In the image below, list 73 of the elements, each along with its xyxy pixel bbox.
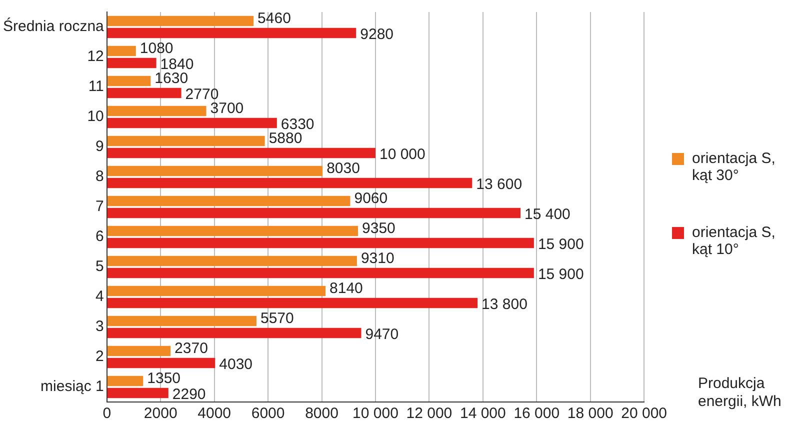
y-tick-label: 2 <box>96 348 104 366</box>
bar <box>107 46 136 56</box>
x-tick-label: 20 000 <box>621 405 668 422</box>
bar <box>107 58 156 68</box>
data-label: 9310 <box>360 250 394 268</box>
data-label: 4030 <box>219 356 253 374</box>
y-tick-label: 6 <box>96 228 104 246</box>
bar <box>107 316 256 326</box>
bar <box>107 196 350 206</box>
bar <box>107 388 168 398</box>
data-label: 5570 <box>260 310 294 328</box>
data-label: 5460 <box>258 10 291 28</box>
x-tick-label: 4000 <box>198 405 232 422</box>
bar <box>107 358 216 368</box>
data-label: 2370 <box>174 340 208 358</box>
data-label: 1350 <box>147 370 181 388</box>
y-tick-label: 10 <box>87 108 104 126</box>
bar <box>107 328 362 338</box>
bar <box>107 16 254 26</box>
data-label: 8030 <box>326 160 360 178</box>
data-label: 15 400 <box>524 206 570 224</box>
bar <box>107 208 521 218</box>
bar <box>107 88 182 98</box>
data-label: 9280 <box>360 26 394 44</box>
x-tick-label: 0 <box>102 405 112 422</box>
y-tick-label: 7 <box>96 198 104 216</box>
data-label: 1080 <box>140 40 174 58</box>
y-tick-label: 5 <box>96 258 104 276</box>
x-tick-label: 8000 <box>305 405 338 422</box>
data-label: 9470 <box>365 326 399 344</box>
bar <box>107 346 171 356</box>
bar <box>107 76 151 86</box>
data-label: 9060 <box>354 190 388 208</box>
data-label: 10 000 <box>379 146 426 164</box>
bar <box>107 376 144 386</box>
x-tick-label: 18 000 <box>567 405 614 422</box>
data-label: 15 900 <box>538 266 584 284</box>
data-label: 2290 <box>172 386 206 404</box>
bar <box>107 178 472 188</box>
bar <box>107 286 326 296</box>
y-tick-label: 8 <box>96 168 104 186</box>
bar <box>107 298 478 308</box>
bar <box>107 268 534 278</box>
bar <box>107 226 358 236</box>
data-label: 9350 <box>362 220 396 238</box>
x-tick-label: 16 000 <box>514 405 560 422</box>
x-tick-label: 2000 <box>144 405 178 422</box>
y-tick-label: miesiąc 1 <box>40 378 104 396</box>
y-tick-label: 11 <box>88 78 104 96</box>
bar <box>107 136 265 146</box>
y-tick-label: 9 <box>96 138 104 156</box>
y-tick-label: 3 <box>96 318 104 336</box>
bar <box>107 118 277 128</box>
data-label: 13 800 <box>482 296 528 314</box>
data-label: 15 900 <box>538 236 584 254</box>
y-tick-label: 4 <box>96 288 104 306</box>
y-tick-label: 12 <box>87 48 104 66</box>
x-tick-label: 6000 <box>251 405 285 422</box>
bar <box>107 256 357 266</box>
legend-label: orientacja S, kąt 10° <box>692 224 776 258</box>
x-axis-title: Produkcja energii, kWh <box>698 375 782 411</box>
x-tick-label: 14 000 <box>460 405 506 422</box>
x-tick-label: 10 000 <box>352 405 398 422</box>
bar <box>107 148 376 158</box>
legend-label: orientacja S, kąt 30° <box>692 150 776 184</box>
x-tick-label: 12 000 <box>406 405 452 422</box>
y-tick-label: Średnia roczna <box>2 17 105 36</box>
bar <box>107 106 206 116</box>
data-label: 8140 <box>330 280 363 298</box>
bar <box>107 166 323 176</box>
bar <box>107 238 534 248</box>
bar <box>107 28 356 38</box>
data-label: 13 600 <box>476 176 522 194</box>
